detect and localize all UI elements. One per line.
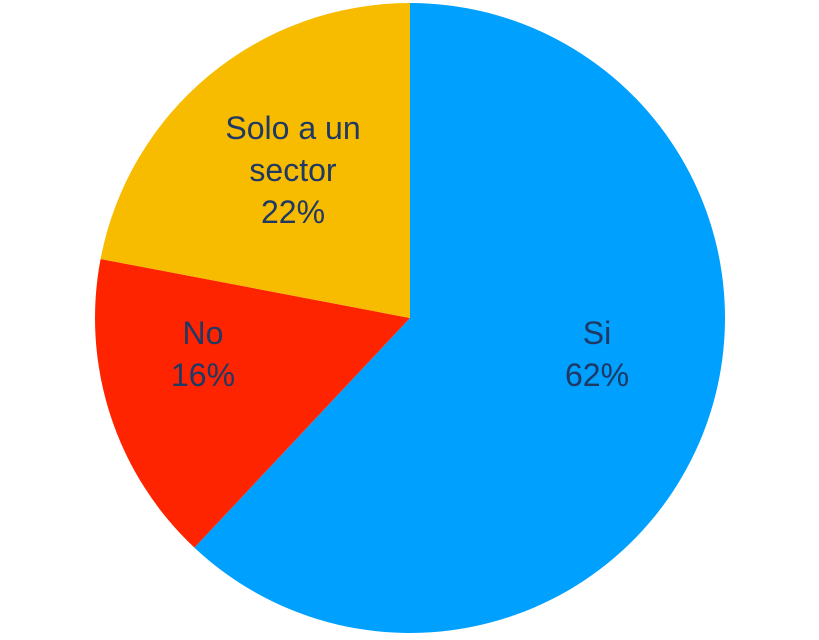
slice-percentage: 22% <box>260 194 326 230</box>
slice-label-solo-a-un-sector: Solo a un sector 22% <box>203 107 383 233</box>
pie-slice-no <box>94 258 411 548</box>
slice-percentage: 62% <box>564 357 630 393</box>
slice-category: Solo a un sector <box>225 110 361 188</box>
slice-percentage: 16% <box>170 357 236 393</box>
slice-label-si: Si 62% <box>565 312 629 396</box>
slice-category: Si <box>582 315 612 351</box>
slice-label-no: No 16% <box>171 312 235 396</box>
pie-slice-solo-a-un-sector <box>100 3 410 318</box>
slice-category: No <box>182 315 224 351</box>
pie-slice-si <box>194 3 725 634</box>
